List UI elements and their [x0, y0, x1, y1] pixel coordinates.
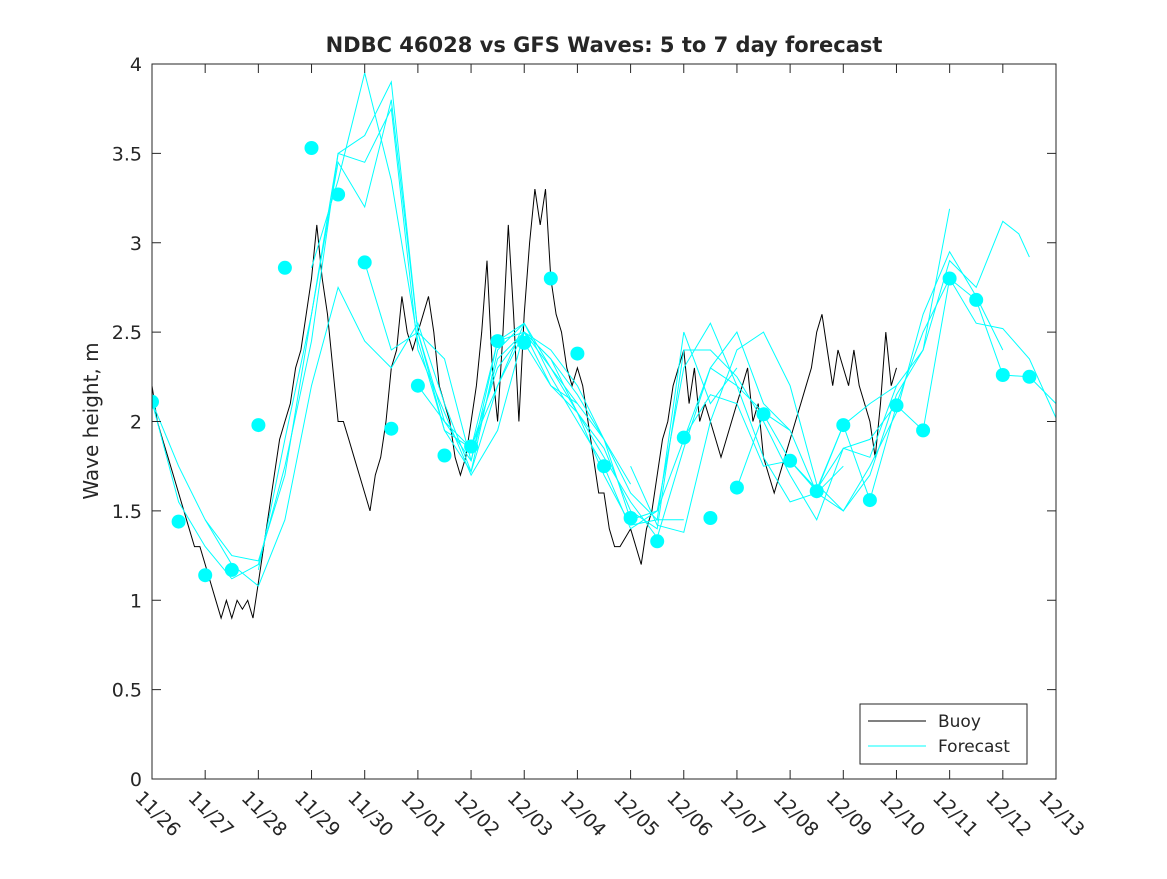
forecast-line-4 [257, 99, 684, 570]
forecast-marker [331, 187, 346, 202]
forecast-marker [224, 562, 239, 577]
forecast-line-6 [364, 262, 791, 530]
forecast-marker [1022, 369, 1037, 384]
forecast-marker [543, 271, 558, 286]
forecast-marker [384, 421, 399, 436]
forecast-marker [152, 394, 159, 409]
forecast-marker [703, 511, 718, 525]
buoy-series-line [152, 189, 897, 620]
forecast-marker [277, 260, 292, 275]
y-tick-label: 3.5 [112, 143, 142, 165]
forecast-line-13 [789, 220, 1030, 493]
y-tick-label: 1 [130, 590, 142, 612]
forecast-marker [809, 484, 824, 499]
forecast-marker [570, 346, 585, 361]
forecast-marker [464, 439, 479, 454]
legend-box [859, 703, 1028, 765]
forecast-marker [783, 453, 798, 468]
forecast-marker [676, 430, 691, 445]
y-tick-label: 2 [130, 412, 142, 434]
forecast-marker [198, 568, 213, 583]
y-tick-label: 4 [130, 54, 142, 76]
legend-forecast-label: Forecast [938, 737, 1010, 757]
forecast-marker [490, 334, 505, 349]
forecast-marker [836, 418, 851, 433]
x-tick-label: 12/10 [875, 787, 929, 841]
legend: Buoy Forecast [859, 703, 1028, 765]
x-tick-label: 12/03 [503, 787, 557, 841]
y-tick-label: 0.5 [112, 680, 142, 702]
x-tick-label: 11/26 [130, 787, 184, 841]
forecast-marker [410, 378, 425, 393]
plot-area [152, 72, 1056, 620]
y-axis-label: Wave height, m [79, 342, 103, 499]
forecast-marker [729, 480, 744, 495]
forecast-marker [171, 514, 186, 529]
forecast-marker [304, 141, 319, 155]
forecast-line-10 [630, 250, 1004, 533]
forecast-marker [517, 335, 532, 350]
forecast-marker [251, 418, 266, 433]
x-tick-label: 11/29 [290, 787, 344, 841]
x-tick-label: 12/13 [1034, 787, 1088, 841]
y-tick-label: 3 [130, 233, 142, 255]
x-tick-label: 12/05 [609, 787, 663, 841]
x-tick-label: 11/30 [343, 787, 397, 841]
forecast-line-11 [683, 277, 1056, 491]
x-tick-label: 12/12 [981, 787, 1035, 841]
forecast-marker [995, 368, 1010, 382]
y-tick-label: 0 [130, 769, 142, 791]
forecast-marker [889, 398, 904, 413]
forecast-marker [862, 493, 877, 508]
x-tick-label: 12/04 [556, 787, 610, 841]
forecast-marker [437, 448, 452, 463]
forecast-line-8 [470, 331, 897, 530]
x-tick-label: 12/02 [450, 787, 504, 841]
y-tick-label: 1.5 [112, 501, 142, 523]
forecast-marker [623, 511, 638, 525]
chart-title: NDBC 46028 vs GFS Waves: 5 to 7 day fore… [326, 33, 883, 57]
forecast-line-3 [204, 106, 632, 562]
x-tick-label: 12/08 [769, 787, 823, 841]
y-tick-label: 2.5 [112, 322, 142, 344]
x-tick-label: 12/01 [396, 787, 450, 841]
forecast-marker [969, 292, 984, 307]
x-tick-label: 12/11 [928, 787, 982, 841]
forecast-marker [916, 423, 931, 438]
x-tick-label: 11/28 [237, 787, 291, 841]
forecast-line-1 [152, 285, 525, 587]
x-tick-label: 12/06 [662, 787, 716, 841]
x-tick-label: 12/07 [715, 787, 769, 841]
x-tick-label: 12/09 [822, 787, 876, 841]
forecast-marker [650, 534, 665, 549]
forecast-marker [942, 271, 957, 286]
forecast-marker [357, 255, 372, 270]
forecast-line-12 [736, 277, 1056, 502]
forecast-marker [597, 459, 611, 474]
forecast-line-2 [152, 80, 578, 580]
x-tick-label: 11/27 [184, 787, 238, 841]
legend-buoy-label: Buoy [938, 712, 981, 732]
forecast-marker [756, 407, 771, 422]
axes-frame [151, 63, 1057, 780]
